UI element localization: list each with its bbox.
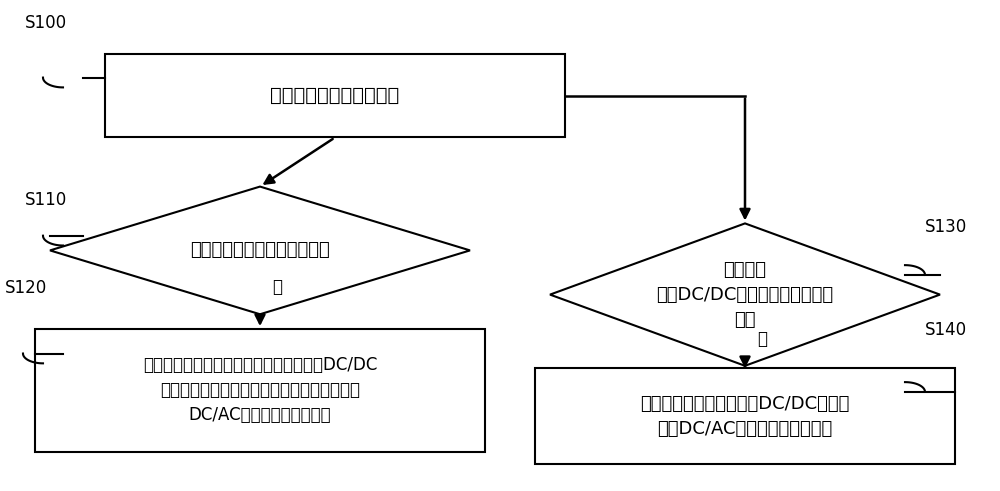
Text: S110: S110	[25, 191, 67, 209]
Text: 电池电压处于预设电压范围内: 电池电压处于预设电压范围内	[190, 242, 330, 259]
Text: 执行电池正常模式：控制DC/DC变换器
以及DC/AC变换器进行换流工作: 执行电池正常模式：控制DC/DC变换器 以及DC/AC变换器进行换流工作	[640, 395, 850, 437]
Polygon shape	[550, 223, 940, 366]
FancyBboxPatch shape	[105, 54, 565, 137]
FancyBboxPatch shape	[35, 329, 485, 452]
Text: 获取储能电池的电池电压: 获取储能电池的电池电压	[270, 86, 400, 105]
Text: 是: 是	[272, 278, 282, 296]
Text: 是: 是	[757, 330, 767, 348]
FancyBboxPatch shape	[535, 368, 955, 464]
Text: S120: S120	[5, 279, 47, 297]
Polygon shape	[50, 187, 470, 314]
Text: S140: S140	[925, 321, 967, 339]
Text: 电池电压
处于DC/DC变换器的额定电压范
围内: 电池电压 处于DC/DC变换器的额定电压范 围内	[656, 261, 834, 328]
Text: S100: S100	[25, 14, 67, 32]
Text: S130: S130	[925, 218, 967, 236]
Text: 执行电池储备模式：控制储能逆变器中的DC/DC
变换器处于旁路状态，并控制储能逆变器中的
DC/AC变换器进行换流工作: 执行电池储备模式：控制储能逆变器中的DC/DC 变换器处于旁路状态，并控制储能逆…	[143, 356, 377, 424]
